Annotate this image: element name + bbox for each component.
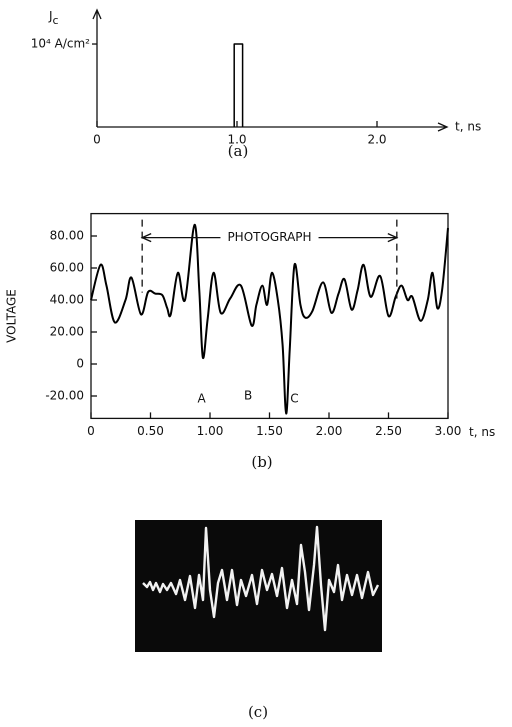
y-axis [92,8,102,127]
y-tick-label: 60.00 [50,261,84,275]
annotation: B [244,389,252,403]
y-tick-label: 0 [76,357,84,371]
x-tick-label: 2.50 [375,424,402,438]
panel: t, ns Jc 0 1.0 2.0 10⁴ A/cm² (a) [31,8,481,160]
x-axis [97,122,449,132]
y-tick-label: 10⁴ A/cm² [31,37,90,51]
y-tick-label: 20.00 [50,325,84,339]
span-label: PHOTOGRAPH [227,230,311,244]
caption: (a) [228,142,249,160]
plot-frame [90,212,449,420]
x-tick-label: 3.00 [435,424,462,438]
panel: VOLTAGE t, ns 0 0.50 1.00 1.50 2.00 2.50 3.00 -20… [5,212,495,471]
x-tick-label: 1.50 [256,424,283,438]
caption: (c) [248,703,268,721]
x-tick-label: 0 [87,424,95,438]
y-axis-label: VOLTAGE [5,289,19,343]
x-tick-label: 2.0 [367,133,386,147]
y-tick-label: -20.00 [45,389,84,403]
y-tick-label: 40.00 [50,293,84,307]
x-axis-label: t, ns [455,120,481,134]
ylabel-subscript: c [53,14,59,27]
x-tick-label: 0.50 [137,424,164,438]
photo-waveform [142,525,380,632]
x-axis-label: t, ns [469,425,495,439]
data-line [90,223,449,415]
annotation: C [290,392,298,406]
data-line [233,43,244,127]
caption: (b) [251,453,272,471]
y-tick-label: 80.00 [50,229,84,243]
y-axis-label: Jc [48,9,59,28]
annotation: A [198,392,207,406]
x-tick-label: 1.00 [197,424,224,438]
x-tick-label: 2.00 [316,424,343,438]
x-tick-label: 1.0 [227,133,246,147]
ylabel-symbol: J [48,9,53,23]
x-tick-label: 0 [93,133,101,147]
